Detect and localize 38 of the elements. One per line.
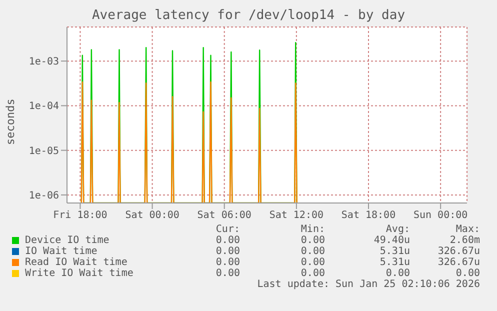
text: Last update: Sun Jan 25 02:10:06 2026 — [256, 279, 480, 290]
y-tick-label: 1e-05 — [28, 146, 59, 157]
text: 0.00 — [300, 235, 325, 246]
legend-label: Read IO Wait time — [25, 257, 128, 268]
text: 2.60m — [448, 235, 480, 246]
x-tick-label: Sat 00:00 — [125, 210, 180, 222]
text: 0.00 — [214, 268, 240, 279]
y-tick-label: 1e-06 — [28, 190, 59, 202]
text: 0.00 — [384, 268, 410, 279]
text: 0.00 — [214, 246, 240, 257]
y-tick-label: 1e-03 — [28, 56, 59, 68]
text: Min: — [300, 224, 325, 235]
text: 5.31u — [378, 257, 410, 268]
text: 326.67u — [436, 246, 480, 257]
legend-label: Write IO Wait time — [25, 268, 134, 279]
text: 49.40u — [372, 235, 410, 246]
chart-title: Average latency for /dev/loop14 - by day — [90, 8, 406, 23]
legend-label: IO Wait time — [25, 246, 98, 257]
text: 0.00 — [300, 268, 325, 279]
y-tick-label: 1e-04 — [28, 101, 59, 112]
x-tick-label: Sun 00:00 — [413, 210, 468, 222]
x-tick-label: Sat 12:00 — [269, 210, 324, 222]
text: 0.00 — [300, 257, 325, 268]
x-tick-label: Sat 18:00 — [341, 210, 396, 222]
text: 0.00 — [214, 235, 240, 246]
text: 5.31u — [378, 246, 410, 257]
text: 0.00 — [454, 268, 480, 279]
text: Avg: — [384, 224, 410, 235]
y-axis-title: seconds — [4, 98, 17, 145]
text: 0.00 — [214, 257, 240, 268]
text: 0.00 — [300, 246, 325, 257]
line-series — [80, 81, 298, 203]
x-tick-label: Fri 18:00 — [53, 210, 108, 222]
x-tick-label: Sat 06:00 — [197, 210, 252, 222]
text: Cur: — [214, 224, 240, 235]
legend-label: Device IO time — [25, 235, 110, 246]
text: 326.67u — [436, 257, 480, 268]
text: Max: — [454, 224, 480, 235]
